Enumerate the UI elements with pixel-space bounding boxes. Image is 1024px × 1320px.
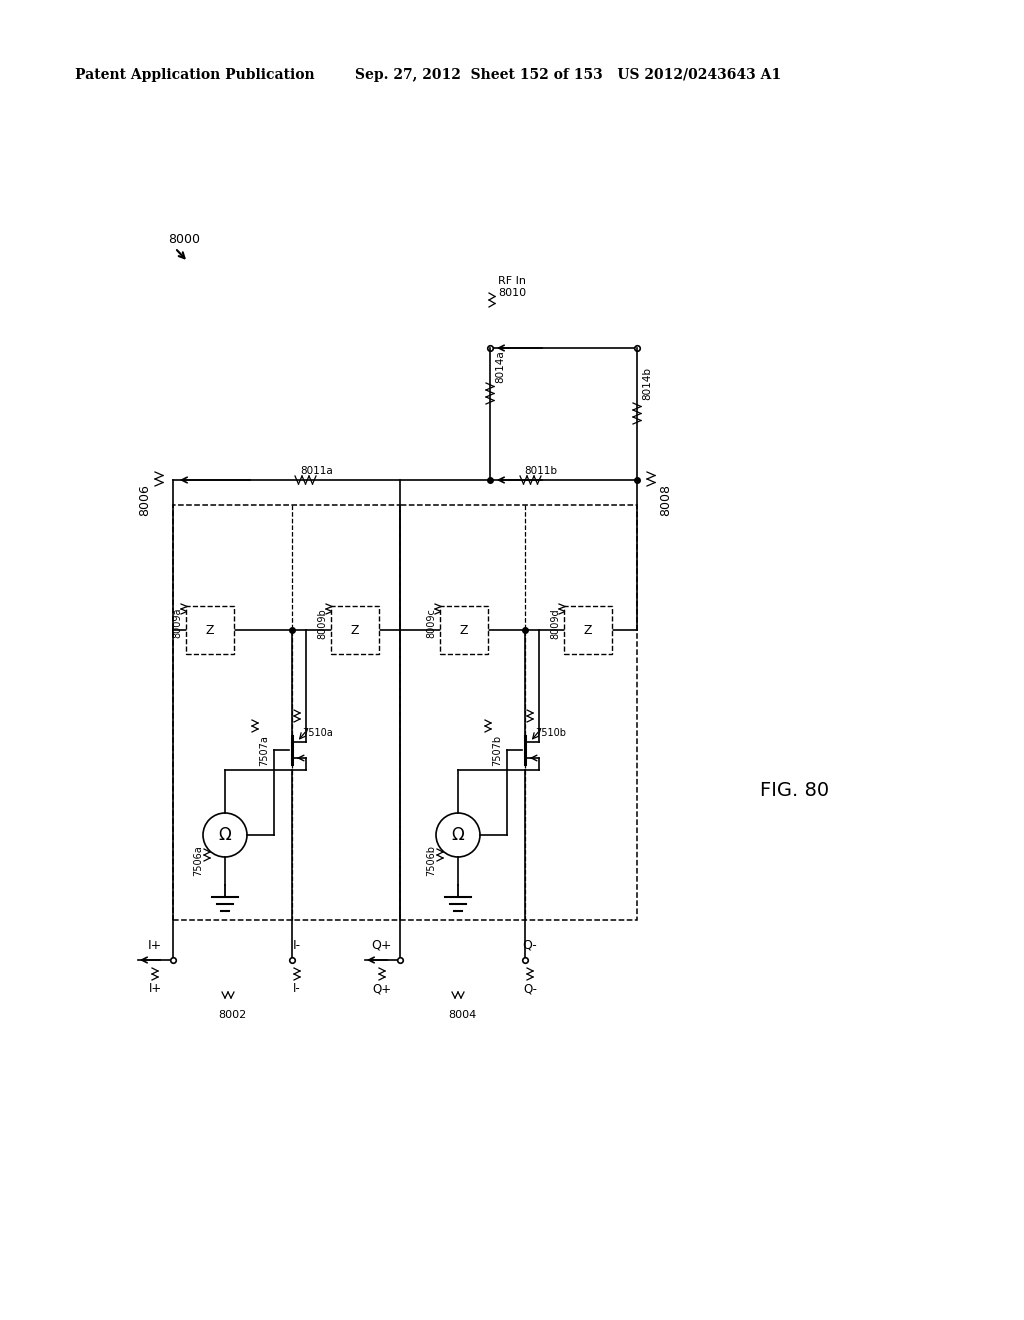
Text: RF In: RF In (498, 276, 526, 286)
Text: 8011a: 8011a (300, 466, 333, 477)
Text: 8009d: 8009d (550, 609, 560, 639)
Text: 8009b: 8009b (317, 609, 327, 639)
Text: Sep. 27, 2012  Sheet 152 of 153   US 2012/0243643 A1: Sep. 27, 2012 Sheet 152 of 153 US 2012/0… (355, 69, 781, 82)
Text: 8009a: 8009a (172, 609, 182, 639)
Bar (186, 606, 234, 653)
Text: 7510b: 7510b (535, 729, 566, 738)
Text: 7506a: 7506a (193, 845, 203, 875)
Text: I-: I- (293, 939, 301, 952)
Text: 8004: 8004 (447, 1010, 476, 1020)
Text: I-: I- (293, 982, 301, 995)
Text: 7507b: 7507b (492, 735, 502, 766)
Text: Q+: Q+ (372, 939, 392, 952)
Text: 7510a: 7510a (302, 729, 333, 738)
Text: I+: I+ (147, 939, 162, 952)
Text: I+: I+ (148, 982, 162, 995)
Bar (564, 606, 612, 653)
Text: Z: Z (584, 623, 592, 636)
Bar (173, 506, 400, 920)
Text: Q-: Q- (522, 939, 538, 952)
Text: 8006: 8006 (138, 484, 151, 516)
Text: 8010: 8010 (498, 288, 526, 298)
Text: $\Omega$: $\Omega$ (451, 826, 465, 843)
Text: Q-: Q- (523, 982, 537, 995)
Text: FIG. 80: FIG. 80 (760, 780, 829, 800)
Text: 8014a: 8014a (495, 350, 505, 383)
Text: Patent Application Publication: Patent Application Publication (75, 69, 314, 82)
Text: 8011b: 8011b (524, 466, 557, 477)
Bar (331, 606, 379, 653)
Bar (400, 506, 637, 920)
Text: Z: Z (351, 623, 359, 636)
Text: 8009c: 8009c (426, 609, 436, 638)
Text: 8002: 8002 (218, 1010, 246, 1020)
Text: Q+: Q+ (373, 982, 391, 995)
Text: Z: Z (460, 623, 468, 636)
Text: $\Omega$: $\Omega$ (218, 826, 232, 843)
Bar (440, 606, 488, 653)
Text: 8008: 8008 (659, 484, 672, 516)
Text: 7507a: 7507a (259, 735, 269, 766)
Text: 7506b: 7506b (426, 845, 436, 876)
Text: 8014b: 8014b (642, 367, 652, 400)
Text: Z: Z (206, 623, 214, 636)
Text: 8000: 8000 (168, 234, 200, 246)
